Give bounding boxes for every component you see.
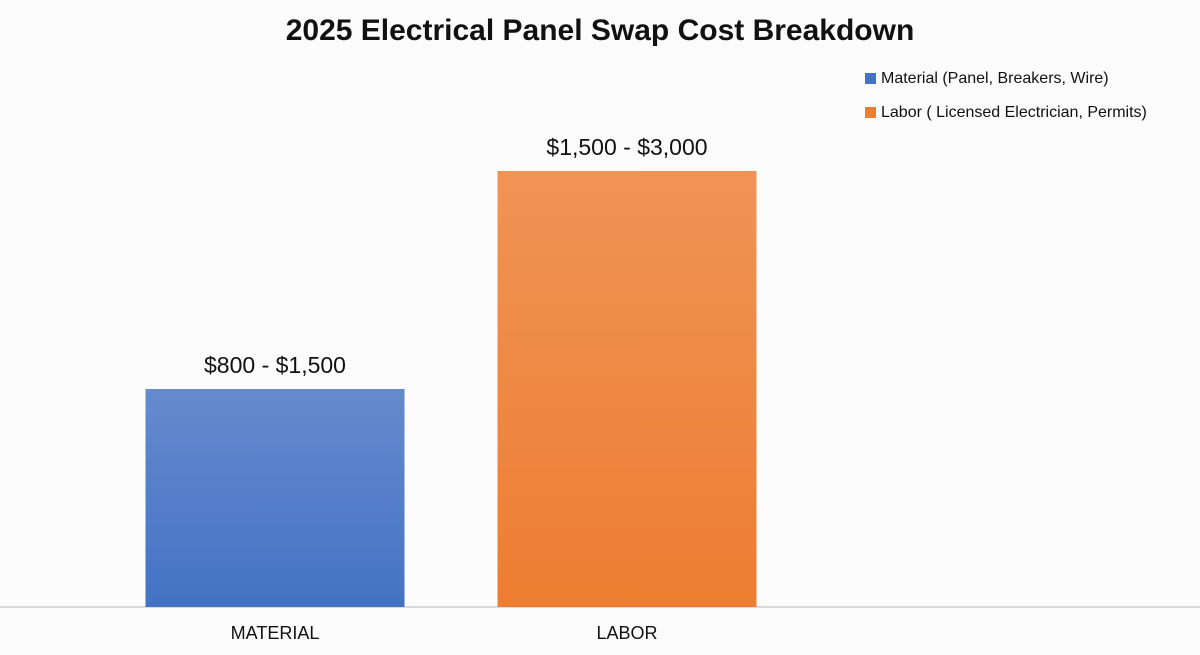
legend-swatch xyxy=(865,73,876,84)
value-label: $800 - $1,500 xyxy=(204,352,346,378)
bar xyxy=(145,389,405,607)
legend-label: Labor ( Licensed Electrician, Permits) xyxy=(881,104,1147,121)
x-tick-label: LABOR xyxy=(596,623,657,643)
value-label: $1,500 - $3,000 xyxy=(546,134,707,160)
legend-label: Material (Panel, Breakers, Wire) xyxy=(881,70,1109,87)
legend-swatch xyxy=(865,107,876,118)
bar xyxy=(497,171,757,607)
chart-title: 2025 Electrical Panel Swap Cost Breakdow… xyxy=(286,14,915,47)
x-tick-label: MATERIAL xyxy=(231,623,320,643)
